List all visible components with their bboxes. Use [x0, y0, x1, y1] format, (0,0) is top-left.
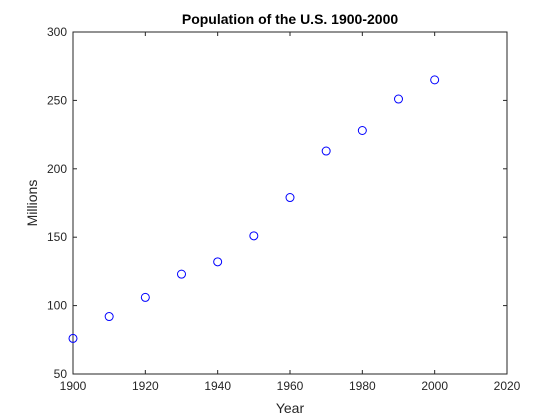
data-point-1980 — [357, 125, 367, 135]
x-axis: 1900 1920 1940 1960 1980 2000 2020 — [60, 32, 521, 393]
data-point-1990 — [394, 94, 403, 104]
data-points — [68, 75, 440, 343]
data-point-1940 — [213, 257, 223, 267]
y-axis: 50 100 150 200 250 300 — [47, 25, 507, 381]
x-axis-label: Year — [276, 400, 305, 416]
data-point-1920 — [140, 292, 150, 302]
x-tick-label-4: 1980 — [349, 379, 376, 393]
y-tick-label-5: 300 — [47, 25, 67, 39]
y-tick-label-3: 200 — [47, 162, 67, 176]
data-point-1900 — [68, 333, 78, 343]
y-tick-label-2: 150 — [47, 230, 67, 244]
data-point-1970 — [321, 146, 331, 156]
chart-title: Population of the U.S. 1900-2000 — [182, 11, 398, 27]
data-point-1930 — [177, 269, 186, 279]
x-tick-label-5: 2000 — [421, 379, 448, 393]
plot-area — [72, 31, 508, 375]
y-tick-label-0: 50 — [54, 367, 68, 381]
data-point-1950 — [249, 231, 259, 241]
x-tick-label-3: 1960 — [277, 379, 304, 393]
y-tick-label-1: 100 — [47, 299, 67, 313]
data-point-1960 — [285, 193, 295, 203]
x-tick-label-2: 1940 — [204, 379, 231, 393]
data-point-2000 — [430, 75, 440, 85]
x-tick-label-1: 1920 — [132, 379, 159, 393]
x-tick-label-6: 2020 — [494, 379, 521, 393]
y-tick-label-4: 250 — [47, 93, 67, 107]
x-tick-label-0: 1900 — [60, 379, 87, 393]
y-axis-label: Millions — [24, 180, 40, 227]
data-point-1910 — [104, 312, 114, 322]
